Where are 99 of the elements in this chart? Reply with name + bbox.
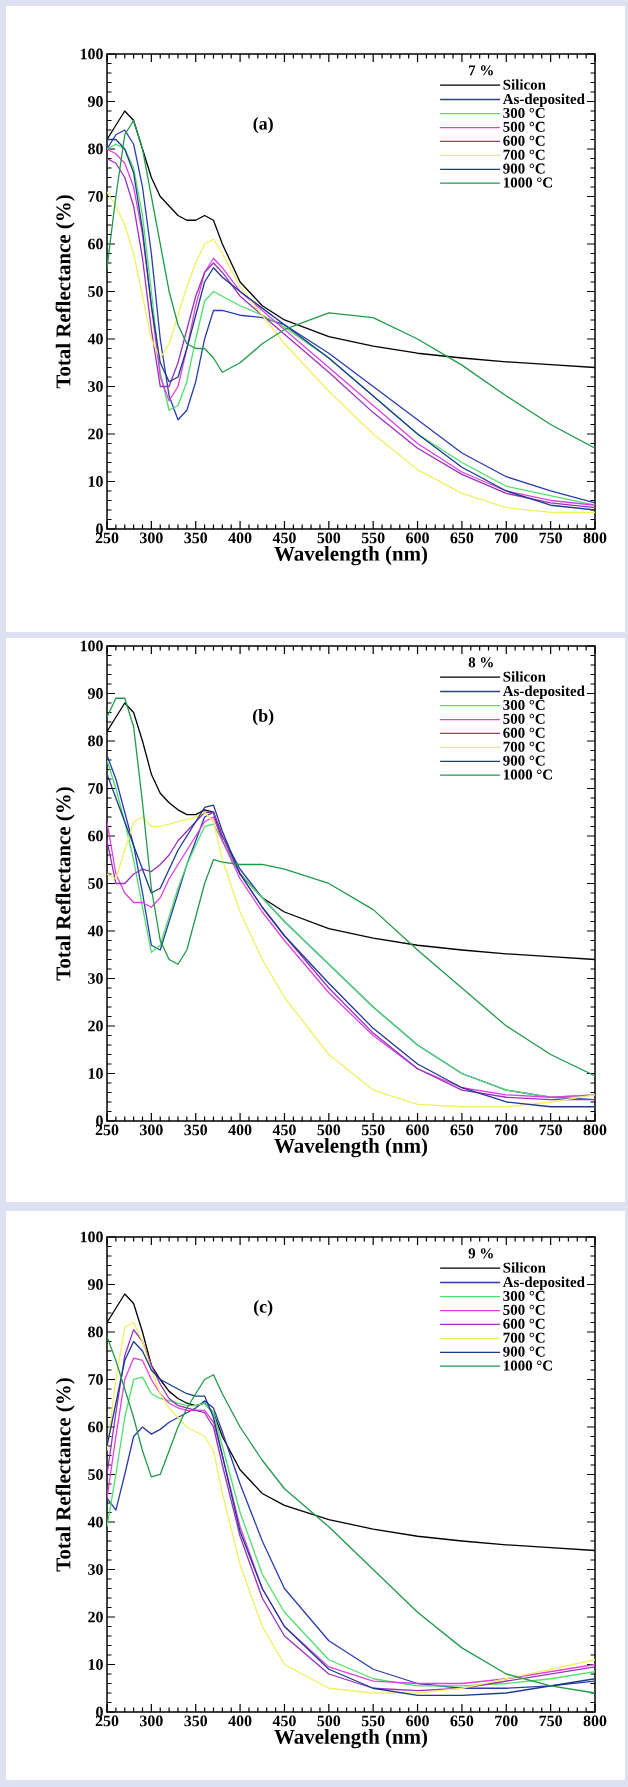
legend-label: As-deposited bbox=[502, 93, 585, 108]
legend-label: 1000 °C bbox=[503, 177, 552, 188]
x-tick-label: 550 bbox=[361, 1124, 385, 1136]
legend-label: 700 °C bbox=[503, 149, 545, 160]
y-tick-label: 20 bbox=[88, 1020, 103, 1032]
legend-label: 600 °C bbox=[503, 1318, 545, 1329]
x-tick-label: 350 bbox=[184, 1715, 208, 1727]
y-tick-label: 60 bbox=[88, 1421, 103, 1433]
legend-label: Silicon bbox=[503, 1262, 546, 1273]
y-tick-label: 100 bbox=[80, 640, 103, 652]
x-tick-label: 650 bbox=[450, 1124, 474, 1136]
x-tick-label: 700 bbox=[495, 1124, 518, 1136]
legend-label: 700 °C bbox=[503, 1332, 545, 1343]
legend-label: 600 °C bbox=[503, 135, 545, 146]
y-tick-label: 90 bbox=[87, 688, 103, 699]
x-tick-label: 750 bbox=[539, 1715, 562, 1727]
x-tick-label: 500 bbox=[317, 1124, 341, 1136]
x-tick-label: 700 bbox=[495, 532, 518, 544]
x-tick-label: 500 bbox=[317, 532, 341, 544]
x-tick-label: 400 bbox=[228, 1715, 252, 1727]
legend-label: Silicon bbox=[503, 671, 546, 682]
y-axis-title: Total Reflectance (%) bbox=[55, 195, 75, 389]
y-axis-title: Total Reflectance (%) bbox=[55, 787, 75, 981]
y-tick-label: 70 bbox=[88, 1374, 103, 1385]
x-tick-label: 500 bbox=[317, 1715, 341, 1727]
legend-label: 500 °C bbox=[503, 1304, 545, 1315]
legend-title: 7 % bbox=[469, 65, 493, 76]
y-tick-label: 50 bbox=[88, 1469, 103, 1480]
y-tick-label: 50 bbox=[88, 286, 103, 297]
y-tick-label: 30 bbox=[88, 381, 103, 392]
x-tick-label: 550 bbox=[361, 1715, 385, 1727]
annotation: (c) bbox=[254, 1300, 273, 1317]
y-tick-label: 40 bbox=[87, 333, 103, 345]
x-tick-label: 800 bbox=[583, 532, 607, 544]
x-tick-label: 550 bbox=[361, 532, 385, 544]
x-axis-title: Wavelength (nm) bbox=[274, 1138, 428, 1158]
legend-label: 500 °C bbox=[503, 713, 545, 724]
x-axis-title: Wavelength (nm) bbox=[274, 546, 428, 566]
x-tick-label: 300 bbox=[140, 532, 163, 544]
x-tick-label: 600 bbox=[406, 1715, 429, 1727]
x-tick-label: 800 bbox=[583, 1124, 607, 1136]
y-tick-label: 40 bbox=[87, 1516, 103, 1528]
annotation: (a) bbox=[253, 117, 273, 134]
y-tick-label: 50 bbox=[88, 878, 103, 889]
y-tick-label: 80 bbox=[88, 1326, 103, 1338]
y-tick-label: 100 bbox=[80, 48, 103, 60]
legend-label: 900 °C bbox=[503, 755, 545, 766]
x-tick-label: 300 bbox=[140, 1715, 163, 1727]
x-tick-label: 800 bbox=[583, 1715, 607, 1727]
x-tick-label: 450 bbox=[272, 532, 296, 544]
legend-label: 1000 °C bbox=[503, 769, 552, 780]
x-tick-label: 300 bbox=[140, 1124, 163, 1136]
annotation: (b) bbox=[252, 709, 274, 726]
legend-label: As-deposited bbox=[502, 685, 585, 700]
y-tick-label: 70 bbox=[88, 191, 103, 202]
y-tick-label: 10 bbox=[88, 1068, 103, 1079]
x-axis-title: Wavelength (nm) bbox=[274, 1729, 428, 1749]
y-tick-label: 30 bbox=[88, 1564, 103, 1575]
legend-label: 500 °C bbox=[503, 121, 545, 132]
y-tick-label: 100 bbox=[80, 1231, 103, 1243]
x-tick-label: 400 bbox=[228, 1124, 252, 1136]
y-tick-label: 80 bbox=[88, 143, 103, 155]
x-tick-label: 750 bbox=[539, 532, 562, 544]
x-tick-label: 400 bbox=[228, 532, 252, 544]
y-tick-label: 20 bbox=[88, 1611, 103, 1623]
x-tick-label: 350 bbox=[184, 532, 208, 544]
x-tick-label: 450 bbox=[272, 1124, 296, 1136]
legend-label: 900 °C bbox=[503, 163, 545, 174]
legend-title: 8 % bbox=[468, 657, 493, 668]
legend-label: 300 °C bbox=[503, 699, 545, 710]
legend-title: 9 % bbox=[468, 1248, 493, 1259]
legend-label: Silicon bbox=[503, 79, 546, 90]
y-tick-label: 80 bbox=[88, 735, 103, 747]
y-tick-label: 30 bbox=[88, 973, 103, 984]
legend-label: As-deposited bbox=[502, 1276, 585, 1291]
x-tick-label: 700 bbox=[495, 1715, 518, 1727]
legend-label: 300 °C bbox=[503, 107, 545, 118]
x-tick-label: 650 bbox=[450, 1715, 474, 1727]
legend-label: 900 °C bbox=[503, 1346, 545, 1357]
y-tick-label: 90 bbox=[87, 96, 103, 107]
y-tick-label: 60 bbox=[88, 238, 103, 250]
y-tick-label: 40 bbox=[87, 925, 103, 937]
x-tick-label: 600 bbox=[406, 532, 429, 544]
y-axis-title: Total Reflectance (%) bbox=[55, 1378, 75, 1572]
y-tick-label: 10 bbox=[88, 476, 103, 487]
x-tick-label: 450 bbox=[272, 1715, 296, 1727]
x-tick-label: 600 bbox=[406, 1124, 429, 1136]
y-tick-label: 70 bbox=[88, 783, 103, 794]
x-tick-label: 350 bbox=[184, 1124, 208, 1136]
y-tick-label: 10 bbox=[88, 1659, 103, 1670]
legend-label: 300 °C bbox=[503, 1290, 545, 1301]
legend-label: 1000 °C bbox=[503, 1360, 552, 1371]
legend-label: 700 °C bbox=[503, 741, 545, 752]
x-tick-label: 650 bbox=[450, 532, 474, 544]
y-tick-label: 20 bbox=[88, 428, 103, 440]
x-tick-label: 750 bbox=[539, 1124, 562, 1136]
legend-label: 600 °C bbox=[503, 727, 545, 738]
y-tick-label: 60 bbox=[88, 830, 103, 842]
y-tick-label: 90 bbox=[87, 1279, 103, 1290]
